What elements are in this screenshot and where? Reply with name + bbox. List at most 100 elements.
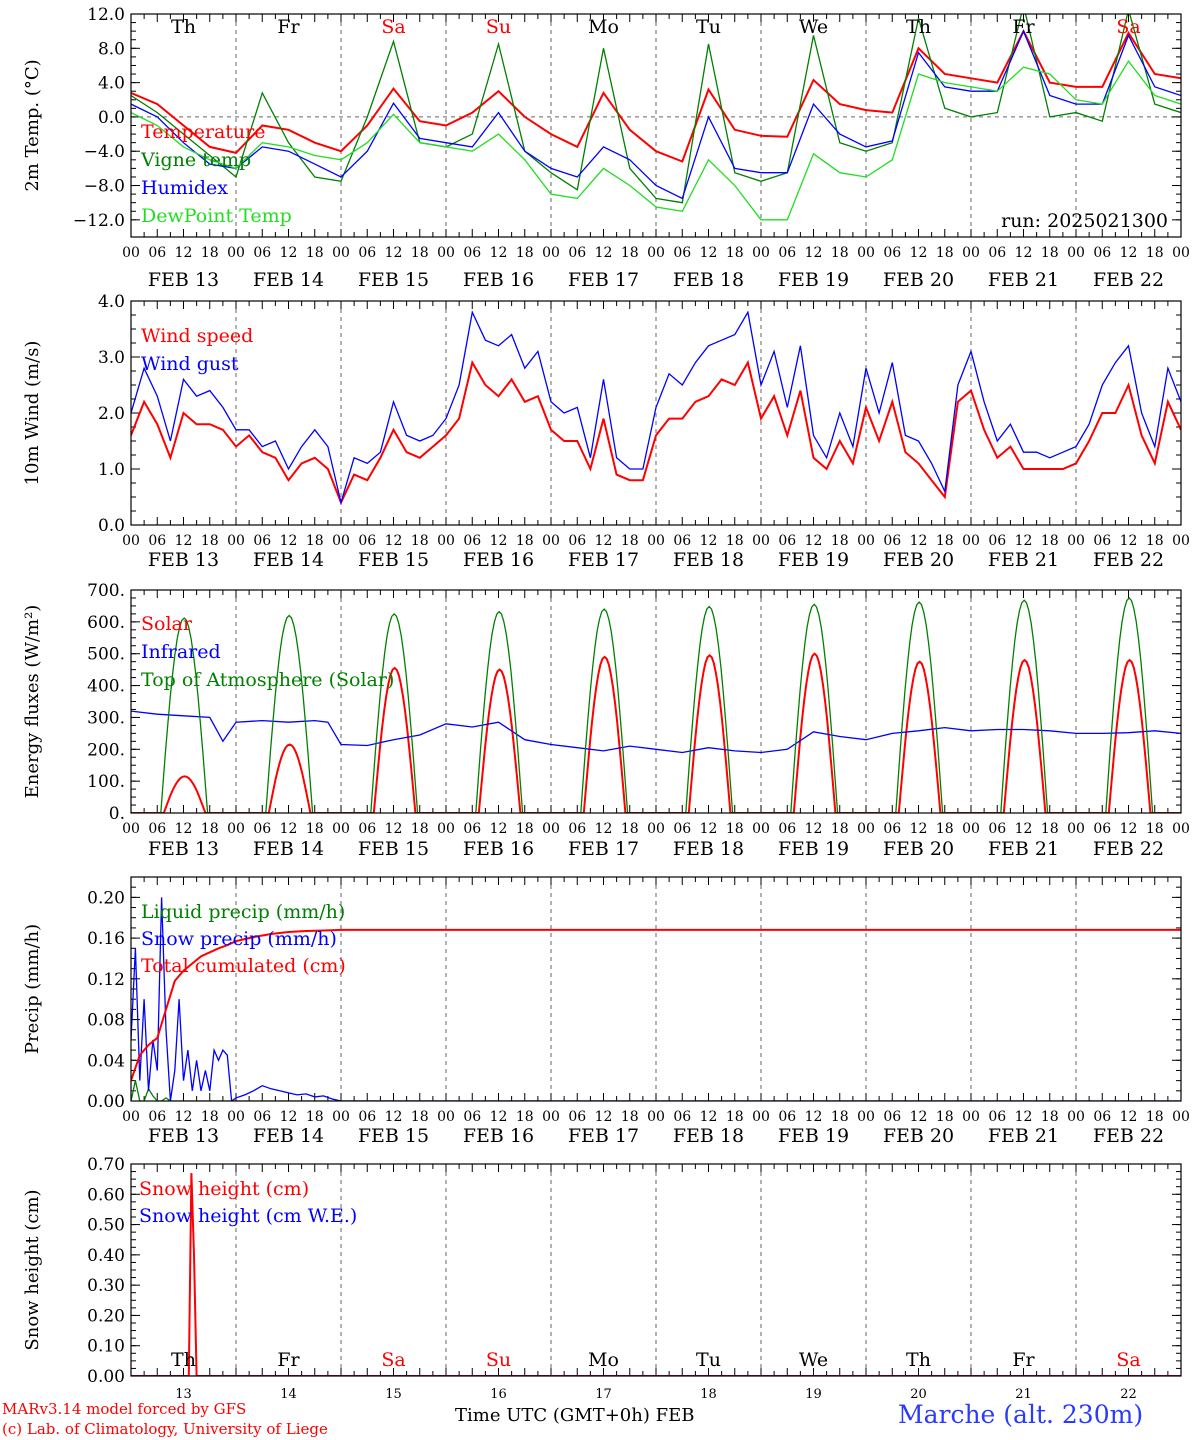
panel-3: 0. 100. 200. 300. 400. 500. 600. 700. Energy flu…	[22, 581, 1190, 860]
x-hour-label: 12	[385, 533, 403, 549]
y-axis-label: Energy fluxes (W/m²)	[22, 605, 43, 799]
date-label: FEB 22	[1093, 838, 1164, 860]
x-hour-label: 18	[411, 1109, 429, 1125]
x-hour-label: 06	[778, 1109, 796, 1125]
x-hour-label: 18	[1146, 245, 1164, 261]
y-tick-label: 4.0	[98, 74, 125, 94]
x-hour-label: 12	[385, 821, 403, 837]
x-hour-label: 18	[621, 245, 639, 261]
x-hour-label: 06	[253, 245, 271, 261]
x-hour-label: 00	[437, 533, 455, 549]
x-hour-label: 00	[752, 1109, 770, 1125]
x-hour-label: 18	[1146, 1109, 1164, 1125]
x-hour-label: 00	[542, 1109, 560, 1125]
x-hour-label: 12	[490, 821, 508, 837]
legend-entry: Snow precip (mm/h)	[141, 928, 337, 950]
x-hour-label: 00	[647, 1109, 665, 1125]
date-label: FEB 13	[148, 838, 219, 860]
x-hour-label: 06	[148, 821, 166, 837]
date-label: FEB 22	[1093, 1125, 1164, 1147]
date-label: FEB 15	[358, 838, 429, 860]
date-label: FEB 20	[883, 838, 954, 860]
weekday-label: We	[799, 1349, 828, 1371]
series-line-4	[131, 60, 1181, 221]
x-hour-label: 00	[332, 533, 350, 549]
series-group	[131, 1173, 1181, 1376]
x-hour-label: 12	[910, 245, 928, 261]
x-hour-label: 18	[516, 1109, 534, 1125]
x-hour-label: 12	[700, 821, 718, 837]
x-hour-label: 12	[490, 245, 508, 261]
date-label: FEB 14	[253, 269, 324, 291]
x-hour-label: 12	[910, 533, 928, 549]
y-tick-label: 0.70	[87, 1155, 125, 1175]
x-hour-label: 18	[516, 245, 534, 261]
x-hour-label: 06	[778, 245, 796, 261]
day-number-label: 13	[175, 1387, 192, 1402]
weekday-label: Th	[171, 1349, 196, 1371]
day-number-label: 22	[1120, 1387, 1137, 1402]
x-hour-label: 12	[175, 245, 193, 261]
x-hour-label: 12	[595, 821, 613, 837]
y-tick-label: 1.0	[98, 460, 125, 480]
x-hour-label: 00	[122, 821, 140, 837]
x-hour-label: 18	[936, 533, 954, 549]
y-tick-label: 200.	[87, 740, 125, 760]
legend-entry: Solar	[141, 613, 193, 635]
x-hour-label: 18	[411, 821, 429, 837]
x-hour-label: 18	[936, 245, 954, 261]
x-hour-label: 12	[175, 1109, 193, 1125]
weekday-label: Su	[486, 16, 511, 38]
x-hour-label: 00	[1172, 533, 1190, 549]
x-hour-label: 18	[306, 245, 324, 261]
day-number-label: 21	[1015, 1387, 1032, 1402]
date-label: FEB 17	[568, 549, 639, 571]
date-label: FEB 18	[673, 838, 744, 860]
weekday-label: Fr	[1012, 16, 1035, 38]
series-line-3	[131, 928, 1181, 1081]
x-hour-label: 12	[490, 533, 508, 549]
x-hour-label: 00	[542, 533, 560, 549]
y-tick-label: −8.0	[84, 177, 125, 197]
x-hour-label: 06	[673, 245, 691, 261]
x-hour-label: 00	[437, 245, 455, 261]
x-hour-label: 06	[988, 533, 1006, 549]
x-hour-label: 00	[1172, 245, 1190, 261]
date-label: FEB 16	[463, 1125, 534, 1147]
x-hour-label: 12	[700, 533, 718, 549]
weekday-label: Su	[486, 1349, 511, 1371]
series-line-2	[131, 710, 1181, 754]
x-hour-label: 18	[1041, 821, 1059, 837]
x-hour-label: 00	[1172, 1109, 1190, 1125]
x-hour-label: 00	[332, 245, 350, 261]
x-hour-label: 12	[175, 533, 193, 549]
legend-entry: Temperature	[141, 121, 265, 143]
x-hour-label: 00	[227, 1109, 245, 1125]
x-hour-label: 00	[1172, 821, 1190, 837]
x-hour-label: 00	[542, 821, 560, 837]
x-hour-label: 00	[962, 821, 980, 837]
date-label: FEB 13	[148, 269, 219, 291]
x-hour-label: 12	[1120, 1109, 1138, 1125]
x-hour-label: 12	[595, 533, 613, 549]
x-hour-label: 12	[1015, 1109, 1033, 1125]
date-label: FEB 15	[358, 549, 429, 571]
x-hour-label: 06	[568, 533, 586, 549]
y-tick-label: 0.20	[87, 1306, 125, 1326]
x-hour-label: 06	[988, 245, 1006, 261]
x-hour-label: 12	[1120, 533, 1138, 549]
x-hour-label: 18	[726, 1109, 744, 1125]
y-tick-label: −12.0	[73, 211, 125, 231]
x-hour-label: 00	[227, 533, 245, 549]
x-hour-label: 06	[358, 533, 376, 549]
date-label: FEB 19	[778, 1125, 849, 1147]
series-group	[131, 310, 1181, 506]
weekday-label: Mo	[588, 1349, 619, 1371]
date-label: FEB 21	[988, 269, 1059, 291]
x-hour-label: 12	[1120, 821, 1138, 837]
plot-frame	[130, 13, 1182, 238]
x-hour-label: 18	[306, 533, 324, 549]
date-label: FEB 20	[883, 1125, 954, 1147]
credit-line-1: MARv3.14 model forced by GFS	[2, 1400, 247, 1418]
